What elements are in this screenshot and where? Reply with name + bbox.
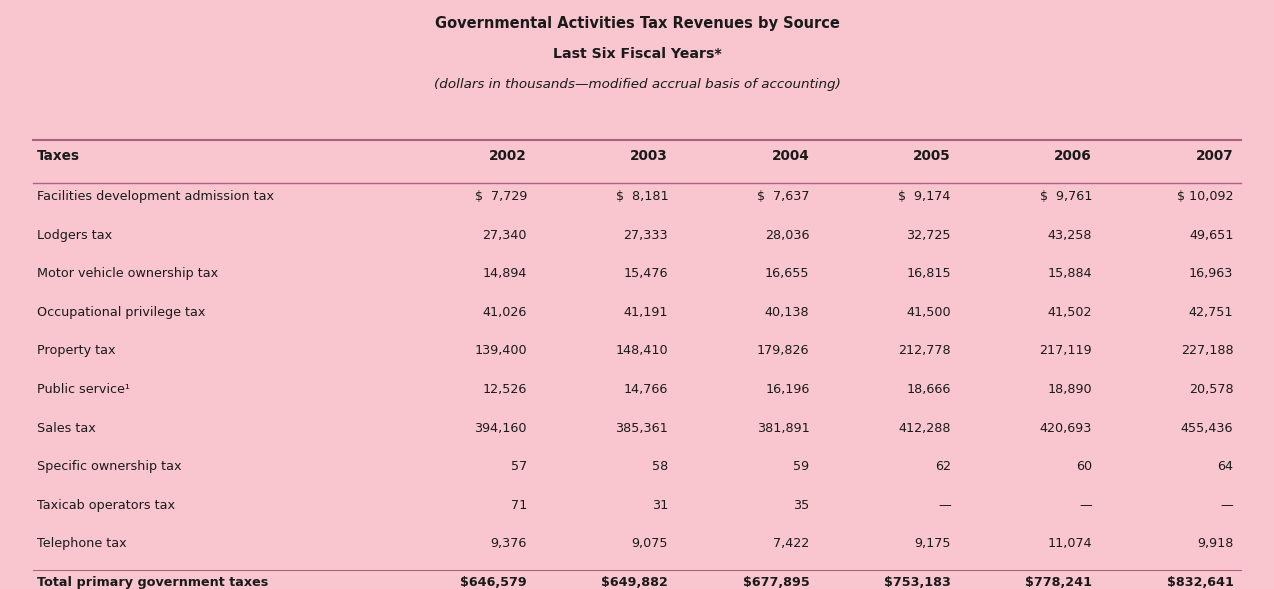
- Text: 2006: 2006: [1055, 149, 1092, 163]
- Text: 9,376: 9,376: [490, 537, 527, 550]
- Text: 148,410: 148,410: [615, 345, 668, 358]
- Text: 57: 57: [511, 460, 527, 473]
- Text: 15,884: 15,884: [1047, 267, 1092, 280]
- Text: 58: 58: [652, 460, 668, 473]
- Text: $778,241: $778,241: [1026, 576, 1092, 589]
- Text: 412,288: 412,288: [898, 422, 950, 435]
- Text: 455,436: 455,436: [1181, 422, 1233, 435]
- Text: Telephone tax: Telephone tax: [37, 537, 126, 550]
- Text: Lodgers tax: Lodgers tax: [37, 229, 112, 241]
- Text: Property tax: Property tax: [37, 345, 116, 358]
- Text: 62: 62: [935, 460, 950, 473]
- Text: 14,766: 14,766: [624, 383, 668, 396]
- Text: 2003: 2003: [631, 149, 668, 163]
- Text: Taxicab operators tax: Taxicab operators tax: [37, 499, 175, 512]
- Text: 9,175: 9,175: [915, 537, 950, 550]
- Text: 212,778: 212,778: [898, 345, 950, 358]
- Text: 179,826: 179,826: [757, 345, 809, 358]
- Text: 41,500: 41,500: [906, 306, 950, 319]
- Text: 31: 31: [652, 499, 668, 512]
- Text: $  7,729: $ 7,729: [474, 190, 527, 203]
- Text: $  7,637: $ 7,637: [757, 190, 809, 203]
- Text: Taxes: Taxes: [37, 149, 80, 163]
- Text: 227,188: 227,188: [1181, 345, 1233, 358]
- Text: 32,725: 32,725: [906, 229, 950, 241]
- Text: 40,138: 40,138: [764, 306, 809, 319]
- Text: Motor vehicle ownership tax: Motor vehicle ownership tax: [37, 267, 218, 280]
- Text: —: —: [1079, 499, 1092, 512]
- Text: 2004: 2004: [772, 149, 809, 163]
- Text: $677,895: $677,895: [743, 576, 809, 589]
- Text: 16,963: 16,963: [1189, 267, 1233, 280]
- Text: 420,693: 420,693: [1040, 422, 1092, 435]
- Text: 71: 71: [511, 499, 527, 512]
- Text: 27,340: 27,340: [483, 229, 527, 241]
- Text: 49,651: 49,651: [1189, 229, 1233, 241]
- Text: 394,160: 394,160: [474, 422, 527, 435]
- Text: —: —: [1220, 499, 1233, 512]
- Text: $ 10,092: $ 10,092: [1177, 190, 1233, 203]
- Text: 9,075: 9,075: [632, 537, 668, 550]
- Text: 217,119: 217,119: [1040, 345, 1092, 358]
- Text: 59: 59: [794, 460, 809, 473]
- Text: 18,890: 18,890: [1047, 383, 1092, 396]
- Text: 16,655: 16,655: [764, 267, 809, 280]
- Text: $649,882: $649,882: [601, 576, 668, 589]
- Text: 381,891: 381,891: [757, 422, 809, 435]
- Text: $832,641: $832,641: [1167, 576, 1233, 589]
- Text: Total primary government taxes: Total primary government taxes: [37, 576, 269, 589]
- Text: 9,918: 9,918: [1198, 537, 1233, 550]
- Text: 16,815: 16,815: [906, 267, 950, 280]
- Text: 12,526: 12,526: [483, 383, 527, 396]
- Text: $753,183: $753,183: [884, 576, 950, 589]
- Text: Facilities development admission tax: Facilities development admission tax: [37, 190, 274, 203]
- Text: 11,074: 11,074: [1047, 537, 1092, 550]
- Text: $646,579: $646,579: [460, 576, 527, 589]
- Text: Sales tax: Sales tax: [37, 422, 96, 435]
- Text: 2002: 2002: [489, 149, 527, 163]
- Text: 2007: 2007: [1195, 149, 1233, 163]
- Text: 41,026: 41,026: [483, 306, 527, 319]
- Text: $  8,181: $ 8,181: [615, 190, 668, 203]
- Text: —: —: [938, 499, 950, 512]
- Text: 27,333: 27,333: [623, 229, 668, 241]
- Text: 35: 35: [794, 499, 809, 512]
- Text: Occupational privilege tax: Occupational privilege tax: [37, 306, 205, 319]
- Text: (dollars in thousands—modified accrual basis of accounting): (dollars in thousands—modified accrual b…: [433, 78, 841, 91]
- Text: 16,196: 16,196: [766, 383, 809, 396]
- Text: Public service¹: Public service¹: [37, 383, 130, 396]
- Text: 7,422: 7,422: [773, 537, 809, 550]
- Text: $  9,761: $ 9,761: [1040, 190, 1092, 203]
- Text: 64: 64: [1218, 460, 1233, 473]
- Text: 60: 60: [1077, 460, 1092, 473]
- Text: $  9,174: $ 9,174: [898, 190, 950, 203]
- Text: Specific ownership tax: Specific ownership tax: [37, 460, 181, 473]
- Text: 28,036: 28,036: [764, 229, 809, 241]
- Text: 41,191: 41,191: [624, 306, 668, 319]
- Text: 385,361: 385,361: [615, 422, 668, 435]
- Text: Governmental Activities Tax Revenues by Source: Governmental Activities Tax Revenues by …: [434, 15, 840, 31]
- Text: 14,894: 14,894: [483, 267, 527, 280]
- Text: 43,258: 43,258: [1047, 229, 1092, 241]
- Text: 18,666: 18,666: [906, 383, 950, 396]
- Text: 42,751: 42,751: [1189, 306, 1233, 319]
- Text: 139,400: 139,400: [474, 345, 527, 358]
- Text: 20,578: 20,578: [1189, 383, 1233, 396]
- Text: 2005: 2005: [913, 149, 950, 163]
- Text: 41,502: 41,502: [1047, 306, 1092, 319]
- Text: 15,476: 15,476: [624, 267, 668, 280]
- Text: Last Six Fiscal Years*: Last Six Fiscal Years*: [553, 47, 721, 61]
